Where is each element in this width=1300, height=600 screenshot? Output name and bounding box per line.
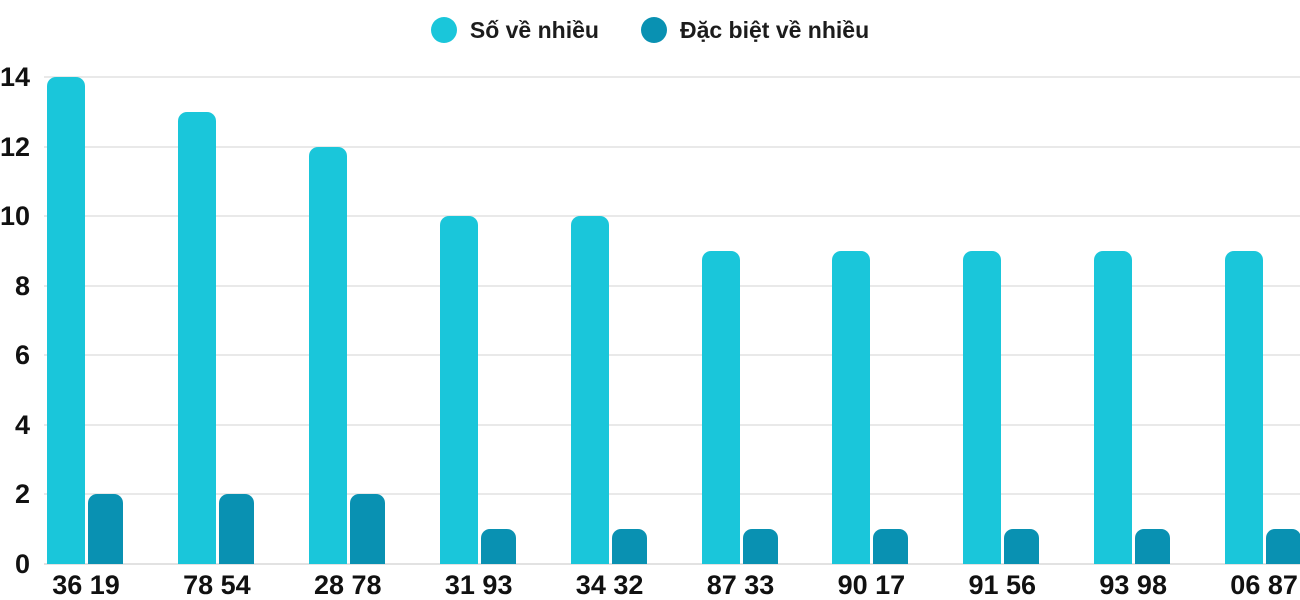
y-tick-label: 8 <box>14 270 30 301</box>
chart-legend: Số về nhiều Đặc biệt về nhiều <box>0 8 1300 52</box>
bar-series-1-group-8[interactable] <box>1135 529 1171 564</box>
gridline-y-8 <box>44 284 1300 287</box>
gridline-y-14 <box>44 76 1300 78</box>
bar-series-0-group-2[interactable] <box>308 146 347 564</box>
y-tick-label: 4 <box>14 409 30 440</box>
gridline-y-6 <box>44 354 1300 357</box>
bar-series-0-group-6[interactable] <box>832 250 871 564</box>
bar-series-0-group-7[interactable] <box>963 250 1002 564</box>
gridline-y-12 <box>44 145 1300 148</box>
x-tick-label: 91 56 <box>968 570 1037 600</box>
x-tick-label: 78 54 <box>183 570 251 600</box>
bar-series-0-group-4[interactable] <box>570 216 609 564</box>
gridline-y-2 <box>44 493 1300 496</box>
y-tick-label: 12 <box>0 131 30 162</box>
gridline-y-0 <box>44 563 1300 565</box>
gridline-y-4 <box>44 423 1300 426</box>
x-tick-label: 34 32 <box>575 570 644 600</box>
bar-series-0-group-8[interactable] <box>1094 250 1133 564</box>
x-tick-label: 28 78 <box>314 570 382 600</box>
bar-series-0-group-9[interactable] <box>1225 250 1264 564</box>
x-tick-label: 93 98 <box>1099 570 1167 600</box>
x-tick-label: 36 19 <box>52 570 120 600</box>
bar-series-1-group-7[interactable] <box>1004 529 1040 564</box>
bar-series-0-group-5[interactable] <box>701 250 740 564</box>
bar-series-0-group-0[interactable] <box>47 77 85 564</box>
bar-series-0-group-1[interactable] <box>177 111 216 564</box>
bar-series-1-group-2[interactable] <box>349 494 385 564</box>
legend-label: Đặc biệt về nhiều <box>679 16 870 43</box>
legend-label: Số về nhiều <box>469 16 599 43</box>
y-tick-label: 14 <box>0 62 30 92</box>
y-tick-label: 2 <box>14 479 30 510</box>
bar-series-1-group-1[interactable] <box>218 494 254 564</box>
y-tick-label: 6 <box>14 340 30 371</box>
bar-series-1-group-0[interactable] <box>88 494 123 564</box>
legend-swatch-circle-icon <box>430 17 457 43</box>
bar-series-1-group-3[interactable] <box>480 529 516 564</box>
bar-series-1-group-6[interactable] <box>873 529 909 564</box>
bar-series-1-group-4[interactable] <box>611 529 647 564</box>
x-tick-label: 87 33 <box>706 570 775 600</box>
legend-item-0[interactable]: Số về nhiều <box>430 16 599 44</box>
x-tick-label: 06 87 <box>1230 570 1298 600</box>
legend-swatch-circle-icon <box>640 17 667 43</box>
y-tick-label: 0 <box>14 549 30 579</box>
x-tick-label: 90 17 <box>837 570 906 600</box>
x-tick-label: 31 93 <box>444 570 513 600</box>
bar-series-1-group-9[interactable] <box>1266 529 1300 564</box>
y-tick-label: 10 <box>0 201 30 232</box>
gridline-y-10 <box>44 215 1300 218</box>
bar-series-0-group-3[interactable] <box>439 216 478 564</box>
bar-series-1-group-5[interactable] <box>742 529 778 564</box>
legend-item-1[interactable]: Đặc biệt về nhiều <box>640 16 870 44</box>
